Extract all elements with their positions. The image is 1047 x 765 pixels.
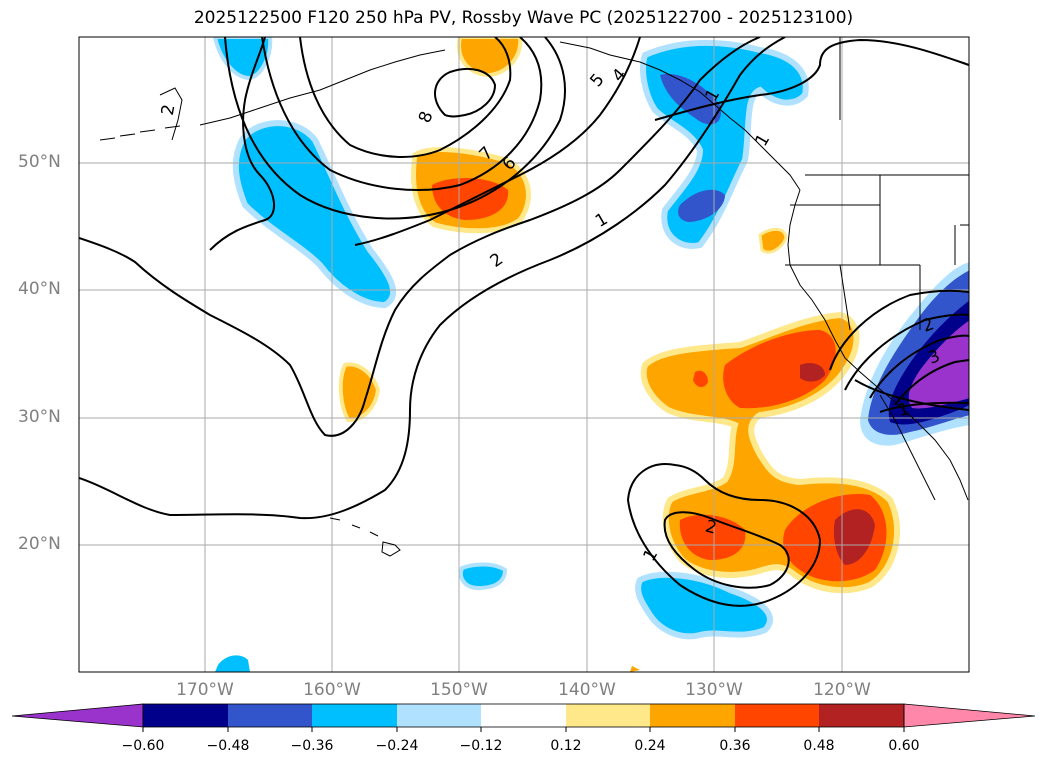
colorbar-tick-label: 0.12 — [550, 738, 582, 754]
colorbar-tick-label: 0.60 — [888, 738, 920, 754]
colorbar-segment — [228, 704, 312, 727]
colorbar-tick-label: −0.60 — [121, 738, 165, 754]
colorbar-tick-label: −0.36 — [290, 738, 334, 754]
contour-line — [79, 37, 786, 520]
contour-line — [844, 313, 969, 391]
contour-line — [663, 511, 790, 589]
positive-anomaly-region — [758, 227, 788, 254]
contour-line — [654, 38, 969, 121]
colorbar-segment — [819, 704, 904, 727]
contour-line — [626, 463, 822, 607]
colorbar-segment — [312, 704, 397, 727]
latitude-label: 50°N — [18, 152, 61, 172]
pv-anomaly-fill — [212, 37, 969, 672]
positive-anomaly-region — [800, 363, 825, 382]
longitude-label: 130°W — [685, 680, 743, 700]
colorbar-segment — [481, 704, 566, 727]
contour-line — [829, 289, 969, 371]
latitude-label: 40°N — [18, 279, 61, 299]
latitude-label: 20°N — [18, 534, 61, 554]
positive-anomaly-region — [723, 330, 836, 409]
longitude-label: 160°W — [303, 680, 361, 700]
gridlines — [79, 37, 969, 672]
contour-line — [854, 379, 969, 411]
positive-anomaly-region — [833, 509, 875, 565]
contour-line — [879, 401, 969, 413]
negative-anomaly-region — [635, 571, 774, 640]
colorbar-segment — [735, 704, 819, 727]
longitude-label: 120°W — [813, 680, 871, 700]
contour-line — [434, 67, 497, 118]
contour-line — [224, 37, 566, 220]
contour-line — [209, 37, 275, 251]
baja-peninsula — [879, 394, 936, 501]
pv-contours — [79, 37, 969, 607]
colorbar-tick-label: −0.12 — [459, 738, 503, 754]
positive-anomaly-region — [693, 370, 708, 388]
colorbar — [11, 703, 1036, 732]
map-title: 2025122500 F120 250 hPa PV, Rossby Wave … — [193, 8, 854, 28]
contour-label: 2 — [158, 103, 180, 117]
colorbar-max-extension — [903, 703, 1036, 728]
colorbar-tick-label: 0.48 — [803, 738, 835, 754]
colorbar-segment — [650, 704, 735, 727]
contour-label: 1 — [897, 399, 911, 421]
longitude-label: 170°W — [176, 680, 234, 700]
longitude-label: 150°W — [430, 680, 488, 700]
positive-anomaly-region — [338, 362, 381, 423]
negative-anomaly-region — [908, 320, 969, 409]
negative-anomaly-region — [458, 562, 508, 591]
negative-anomaly-region — [232, 120, 397, 309]
latitude-label: 30°N — [18, 407, 61, 427]
negative-anomaly-region — [215, 655, 250, 672]
negative-anomaly-region — [660, 74, 721, 125]
colorbar-min-extension — [11, 703, 144, 728]
colorbar-tick-label: 0.36 — [719, 738, 751, 754]
contour-line — [79, 37, 761, 437]
contour-label: 2 — [703, 516, 719, 538]
colorbar-tick-label: −0.48 — [206, 738, 250, 754]
colorbar-segment — [143, 704, 228, 727]
contour-line — [261, 37, 543, 191]
positive-anomaly-region — [630, 666, 640, 672]
longitude-label: 140°W — [558, 680, 616, 700]
plot-frame — [78, 36, 970, 673]
negative-anomaly-region — [678, 189, 725, 222]
colorbar-segment — [397, 704, 481, 727]
contour-line — [299, 37, 512, 158]
colorbar-tick-label: −0.24 — [375, 738, 419, 754]
state-borders — [785, 175, 969, 331]
colorbar-segment — [566, 704, 650, 727]
contour-line — [354, 37, 641, 246]
contour-line — [869, 334, 969, 399]
colorbar-tick-label: 0.24 — [634, 738, 666, 754]
hawaii-islands — [329, 517, 401, 557]
positive-anomaly-region — [457, 37, 523, 78]
aleutian-islands — [99, 125, 181, 141]
